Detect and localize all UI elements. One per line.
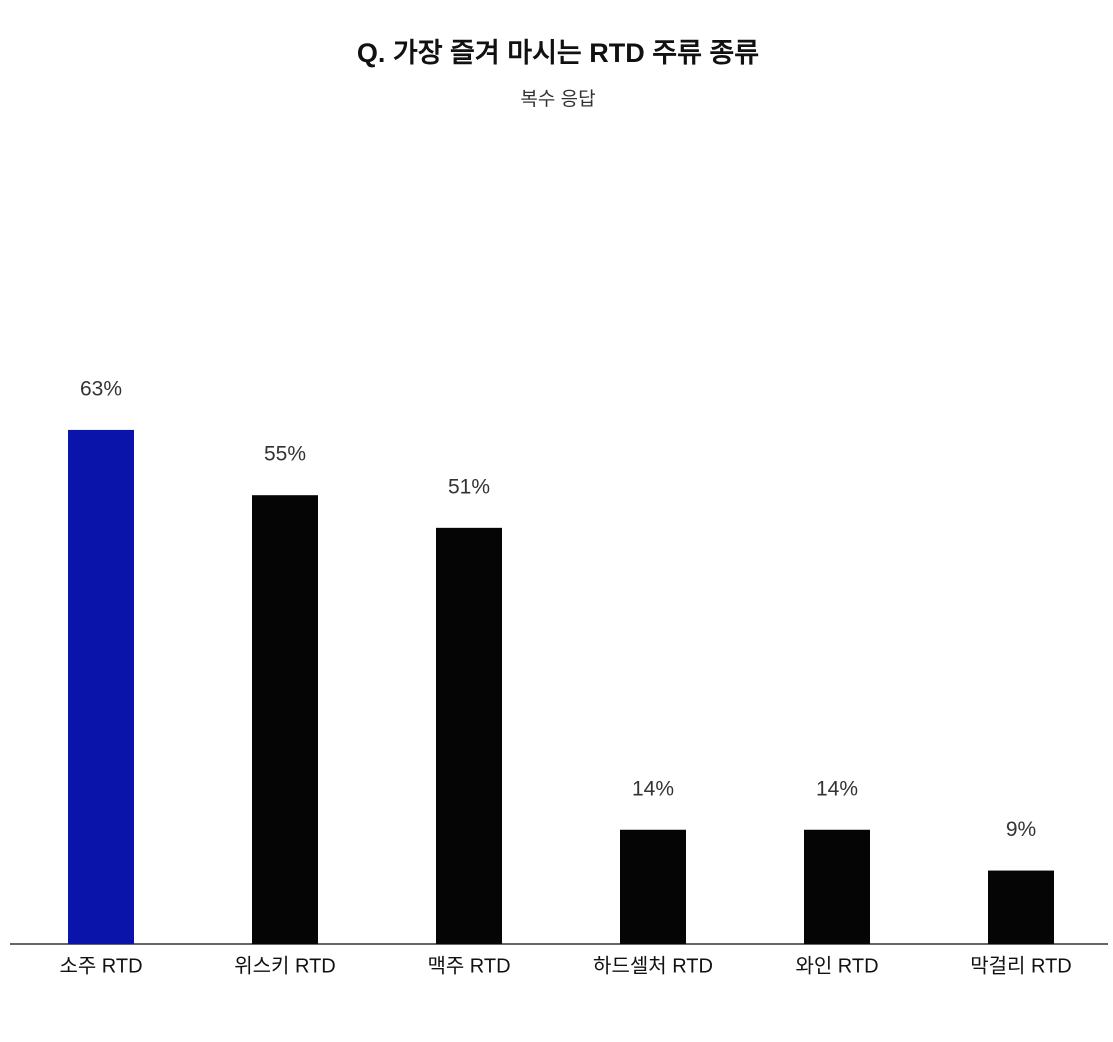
bar [436,527,502,944]
bar [68,429,134,944]
value-label: 55% [264,443,306,466]
value-label: 14% [632,777,674,800]
bar [620,829,686,944]
x-tick-label: 맥주 RTD [427,954,510,977]
bar [252,495,318,944]
x-tick-label: 소주 RTD [59,955,142,977]
value-label: 51% [448,475,490,498]
value-label: 63% [80,377,122,400]
x-tick-label: 막걸리 RTD [970,954,1072,977]
value-label: 9% [1006,818,1036,841]
x-tick-label: 와인 RTD [795,954,878,977]
x-tick-label: 위스키 RTD [234,954,336,977]
x-tick-label: 하드셀처 RTD [593,954,713,977]
value-label: 14% [816,777,858,800]
chart-title: Q. 가장 즐겨 마시는 RTD 주류 종류 [357,38,759,68]
bar [804,829,870,944]
bar [988,870,1054,944]
chart-subtitle: 복수 응답 [520,88,595,110]
